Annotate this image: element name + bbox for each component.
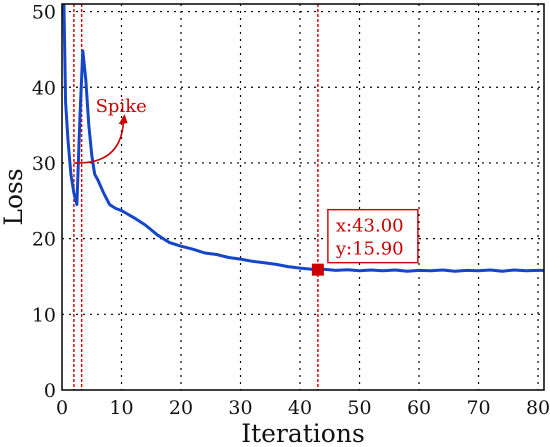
x-tick-label: 10: [109, 397, 133, 419]
y-tick-label: 20: [32, 229, 56, 251]
y-axis-title: Loss: [0, 168, 28, 225]
x-tick-label: 30: [228, 397, 252, 419]
x-tick-label: 60: [407, 397, 431, 419]
x-axis-title: Iterations: [241, 419, 365, 447]
series-layer: [62, 4, 544, 273]
spike-arrow: [73, 120, 125, 164]
y-tick-labels: 0 10 20 30 40 50: [32, 2, 56, 402]
grid-lines: [62, 4, 544, 390]
spike-label: Spike: [96, 96, 147, 117]
marker-lines: [73, 4, 319, 390]
datatip-box: [327, 208, 419, 264]
datatip-text: x:43.00: [336, 216, 404, 237]
loss-series-line: [62, 4, 544, 273]
y-tick-label: 10: [32, 304, 56, 326]
y-tick-label: 0: [44, 380, 56, 402]
plot-frame: [61, 3, 545, 391]
annotations-layer: Spike x:43.00y:15.90: [73, 96, 419, 276]
x-tick-label: 80: [526, 397, 550, 419]
x-tick-labels: 0 10 20 30 40 50 60 70 80: [56, 397, 550, 419]
x-tick-label: 50: [347, 397, 371, 419]
y-tick-label: 50: [32, 2, 56, 24]
x-tick-label: 0: [56, 397, 68, 419]
x-tick-label: 70: [466, 397, 490, 419]
y-tick-label: 30: [32, 153, 56, 175]
x-tick-label: 40: [288, 397, 312, 419]
x-tick-label: 20: [169, 397, 193, 419]
spike-arrowhead: [118, 114, 128, 125]
y-tick-label: 40: [32, 77, 56, 99]
datatip-text: y:15.90: [335, 239, 404, 260]
datatip-marker: [311, 263, 324, 276]
